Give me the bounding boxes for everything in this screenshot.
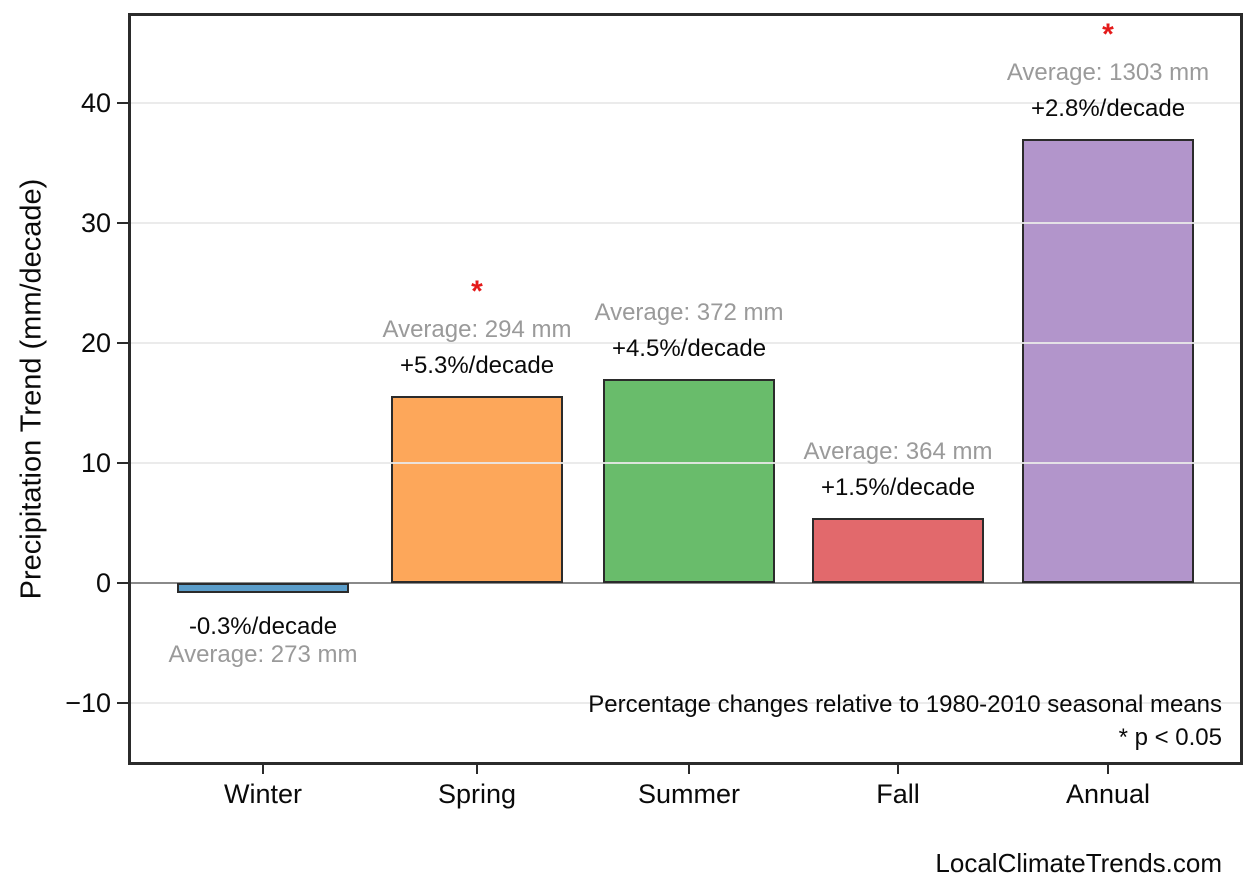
y-tick-30 [117,222,128,224]
x-tick-fall [897,765,899,774]
y-tick-label-40: 40 [80,88,111,118]
gridline-20 [128,342,1243,344]
note-relative-means: Percentage changes relative to 1980-2010… [588,691,1222,718]
y-tick-label-20: 20 [80,328,111,358]
x-tick-summer [688,765,690,774]
x-tick-winter [262,765,264,774]
bar-winter [177,583,349,593]
significance-asterisk-annual: * [1102,18,1114,51]
significance-asterisk-spring: * [471,275,483,308]
avg-label-summer: Average: 372 mm [594,299,784,326]
gridline-10 [128,462,1243,464]
watermark: LocalClimateTrends.com [935,848,1222,878]
zero-line [128,582,1243,584]
pct-label-winter: -0.3%/decade [188,613,338,640]
avg-label-annual: Average: 1303 mm [1006,59,1210,86]
y-tick-40 [117,102,128,104]
bar-annual [1022,139,1194,583]
bar-fall [812,518,984,583]
y-tick-10 [117,462,128,464]
bar-spring [391,396,563,583]
avg-label-winter: Average: 273 mm [168,641,358,668]
y-tick-20 [117,342,128,344]
y-tick-label-0: 0 [95,568,111,598]
gridline-30 [128,222,1243,224]
gridline--10 [128,702,1243,704]
avg-label-spring: Average: 294 mm [382,316,572,343]
x-tick-label-fall: Fall [876,779,920,809]
pct-label-summer: +4.5%/decade [611,335,767,362]
avg-label-fall: Average: 364 mm [803,438,993,465]
gridline-40 [128,102,1243,104]
bar-summer [603,379,775,583]
note-p-value: * p < 0.05 [1118,724,1222,751]
y-tick-label--10: −10 [65,688,111,718]
x-tick-label-summer: Summer [637,779,740,809]
x-tick-spring [476,765,478,774]
y-tick-0 [117,582,128,584]
x-tick-annual [1107,765,1109,774]
pct-label-fall: +1.5%/decade [820,474,976,501]
y-axis-title: Precipitation Trend (mm/decade) [15,178,48,600]
y-tick--10 [117,702,128,704]
pct-label-annual: +2.8%/decade [1030,95,1186,122]
x-tick-label-winter: Winter [223,779,302,809]
pct-label-spring: +5.3%/decade [399,352,555,379]
plot-area: Percentage changes relative to 1980-2010… [65,13,1243,809]
x-tick-label-spring: Spring [437,779,517,809]
x-tick-label-annual: Annual [1065,779,1151,809]
y-tick-label-10: 10 [80,448,111,478]
y-tick-label-30: 30 [80,208,111,238]
